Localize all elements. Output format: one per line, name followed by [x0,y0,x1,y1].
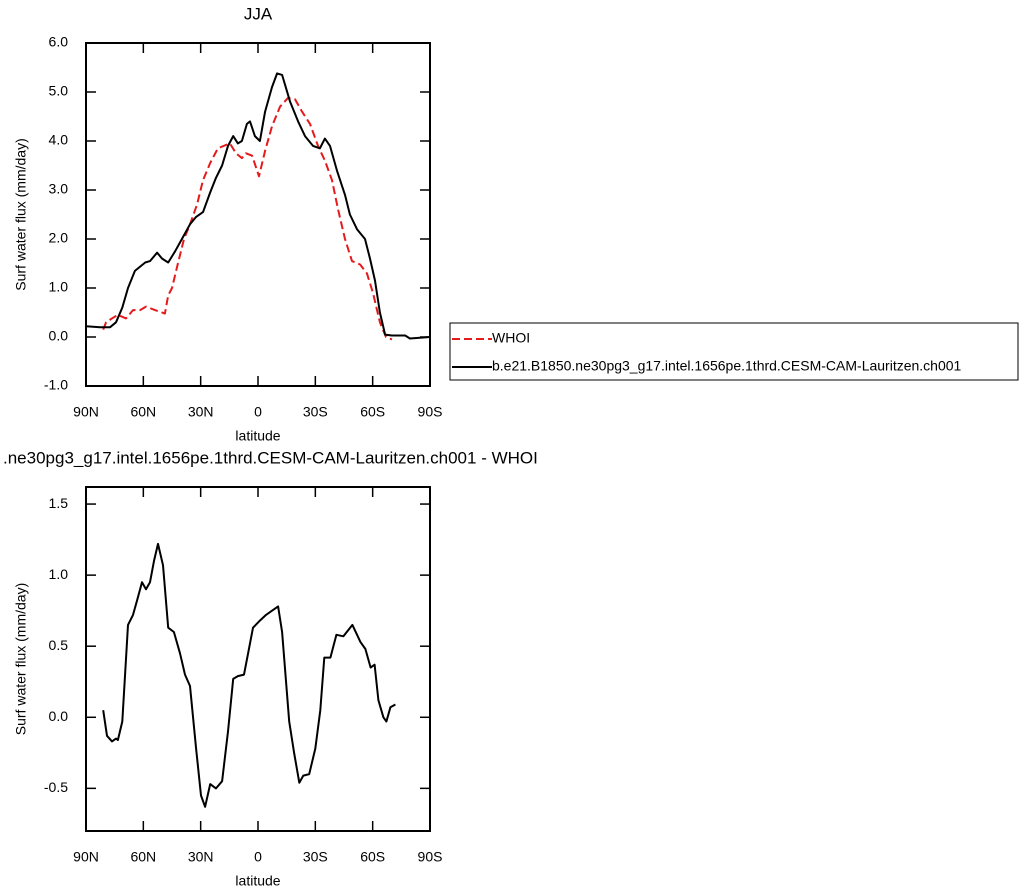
data-line [102,542,396,808]
y-axis-label: Surf water flux (mm/day) [13,138,29,290]
y-tick-label: 1.5 [49,495,69,511]
y-tick-label: 3.0 [49,181,69,197]
y-tick-label: 5.0 [49,83,69,99]
y-tick-label: 4.0 [49,132,69,148]
legend-label: WHOI [492,330,530,346]
y-tick-label: 1.0 [49,279,69,295]
x-axis-label: latitude [235,873,280,889]
x-tick-label: 0 [254,849,262,865]
x-tick-label: 30N [188,404,214,420]
y-axis-label: Surf water flux (mm/day) [13,583,29,735]
y-tick-label: 1.0 [49,566,69,582]
x-tick-label: 60N [130,404,156,420]
x-tick-label: 60S [360,404,385,420]
x-tick-label: 60N [130,849,156,865]
legend-label: b.e21.B1850.ne30pg3_g17.intel.1656pe.1th… [492,358,962,374]
x-tick-label: 30N [188,849,214,865]
y-tick-label: 6.0 [49,34,69,50]
chart-title: .ne30pg3_g17.intel.1656pe.1thrd.CESM-CAM… [3,448,538,467]
y-tick-label: 0.0 [49,708,69,724]
y-tick-label: -1.0 [44,377,68,393]
x-tick-label: 90N [73,404,99,420]
x-tick-label: 90S [418,404,443,420]
data-line [102,96,393,341]
y-tick-label: 0.5 [49,637,69,653]
data-line [85,72,431,340]
x-tick-label: 90S [418,849,443,865]
plot-frame [85,42,431,387]
x-tick-label: 30S [303,849,328,865]
x-tick-label: 60S [360,849,385,865]
x-axis-label: latitude [235,428,280,444]
legend-box [449,322,1019,381]
y-tick-label: 2.0 [49,230,69,246]
x-tick-label: 30S [303,404,328,420]
y-tick-label: 0.0 [49,328,69,344]
y-tick-label: -0.5 [44,779,68,795]
chart-title: JJA [244,4,273,23]
x-tick-label: 90N [73,849,99,865]
plot-frame [85,486,431,832]
x-tick-label: 0 [254,404,262,420]
